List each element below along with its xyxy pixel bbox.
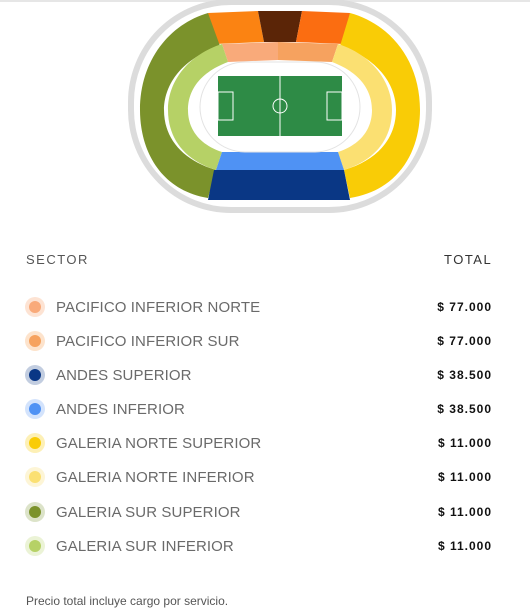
sector-price: $ 11.000 — [437, 538, 492, 553]
sector-color-icon — [25, 433, 45, 454]
sector-name: PACIFICO INFERIOR NORTE — [56, 299, 261, 316]
sector-color-icon — [25, 399, 45, 420]
total-header: TOTAL — [444, 252, 493, 267]
price-row[interactable]: GALERIA SUR SUPERIOR $ 11.000 — [0, 495, 530, 529]
price-row[interactable]: GALERIA NORTE INFERIOR $ 11.000 — [0, 460, 530, 494]
sector-name: ANDES INFERIOR — [56, 401, 185, 419]
price-row[interactable]: PACIFICO INFERIOR NORTE $ 77.000 — [0, 290, 530, 324]
sector-price: $ 11.000 — [437, 470, 492, 485]
sector-name: GALERIA SUR SUPERIOR — [56, 503, 241, 521]
sector-galeria-norte-superior[interactable] — [340, 13, 420, 198]
service-fee-note: Precio total incluye cargo por servicio. — [26, 594, 229, 608]
sector-name: ANDES SUPERIOR — [56, 367, 192, 385]
sector-pacifico-superior-norte[interactable] — [208, 11, 264, 44]
sector-header: SECTOR — [26, 252, 89, 267]
sector-color-icon — [25, 467, 45, 488]
sector-galeria-sur-inferior[interactable] — [168, 44, 228, 170]
price-list: PACIFICO INFERIOR NORTE $ 77.000 PACIFIC… — [0, 290, 530, 563]
field-lines — [217, 76, 343, 136]
sector-pacifico-superior-sur[interactable] — [296, 11, 350, 44]
sector-color-icon — [25, 365, 45, 386]
price-row[interactable]: ANDES SUPERIOR $ 38.500 — [0, 358, 530, 392]
sector-andes-superior[interactable] — [208, 170, 350, 200]
sector-price: $ 77.000 — [437, 300, 492, 314]
price-row[interactable]: GALERIA SUR INFERIOR $ 11.000 — [0, 529, 530, 563]
sector-color-icon — [25, 535, 45, 556]
sector-galeria-norte-inferior[interactable] — [332, 44, 392, 170]
sector-color-icon — [25, 331, 45, 352]
sector-galeria-sur-superior[interactable] — [140, 13, 220, 198]
sector-color-icon — [25, 501, 45, 522]
sector-pacifico-superior-centro[interactable] — [258, 11, 302, 42]
sector-name: GALERIA SUR INFERIOR — [56, 537, 234, 555]
sector-price: $ 38.500 — [437, 402, 492, 417]
sector-name: GALERIA NORTE INFERIOR — [56, 469, 255, 487]
price-row[interactable]: PACIFICO INFERIOR SUR $ 77.000 — [0, 324, 530, 358]
price-row[interactable]: ANDES INFERIOR $ 38.500 — [0, 392, 530, 426]
sector-andes-inferior[interactable] — [216, 152, 344, 170]
price-row[interactable]: GALERIA NORTE SUPERIOR $ 11.000 — [0, 426, 530, 460]
sector-price: $ 38.500 — [437, 368, 492, 383]
stadium-map — [128, 0, 432, 213]
sector-price: $ 77.000 — [437, 334, 492, 349]
sector-price: $ 11.000 — [437, 504, 492, 519]
sector-name: PACIFICO INFERIOR SUR — [56, 333, 240, 351]
sector-price: $ 11.000 — [437, 436, 492, 451]
sector-pacifico-inferior-sur[interactable] — [278, 42, 338, 62]
sector-color-icon — [25, 297, 45, 317]
sector-name: GALERIA NORTE SUPERIOR — [56, 435, 262, 453]
sector-pacifico-inferior-norte[interactable] — [222, 42, 278, 62]
